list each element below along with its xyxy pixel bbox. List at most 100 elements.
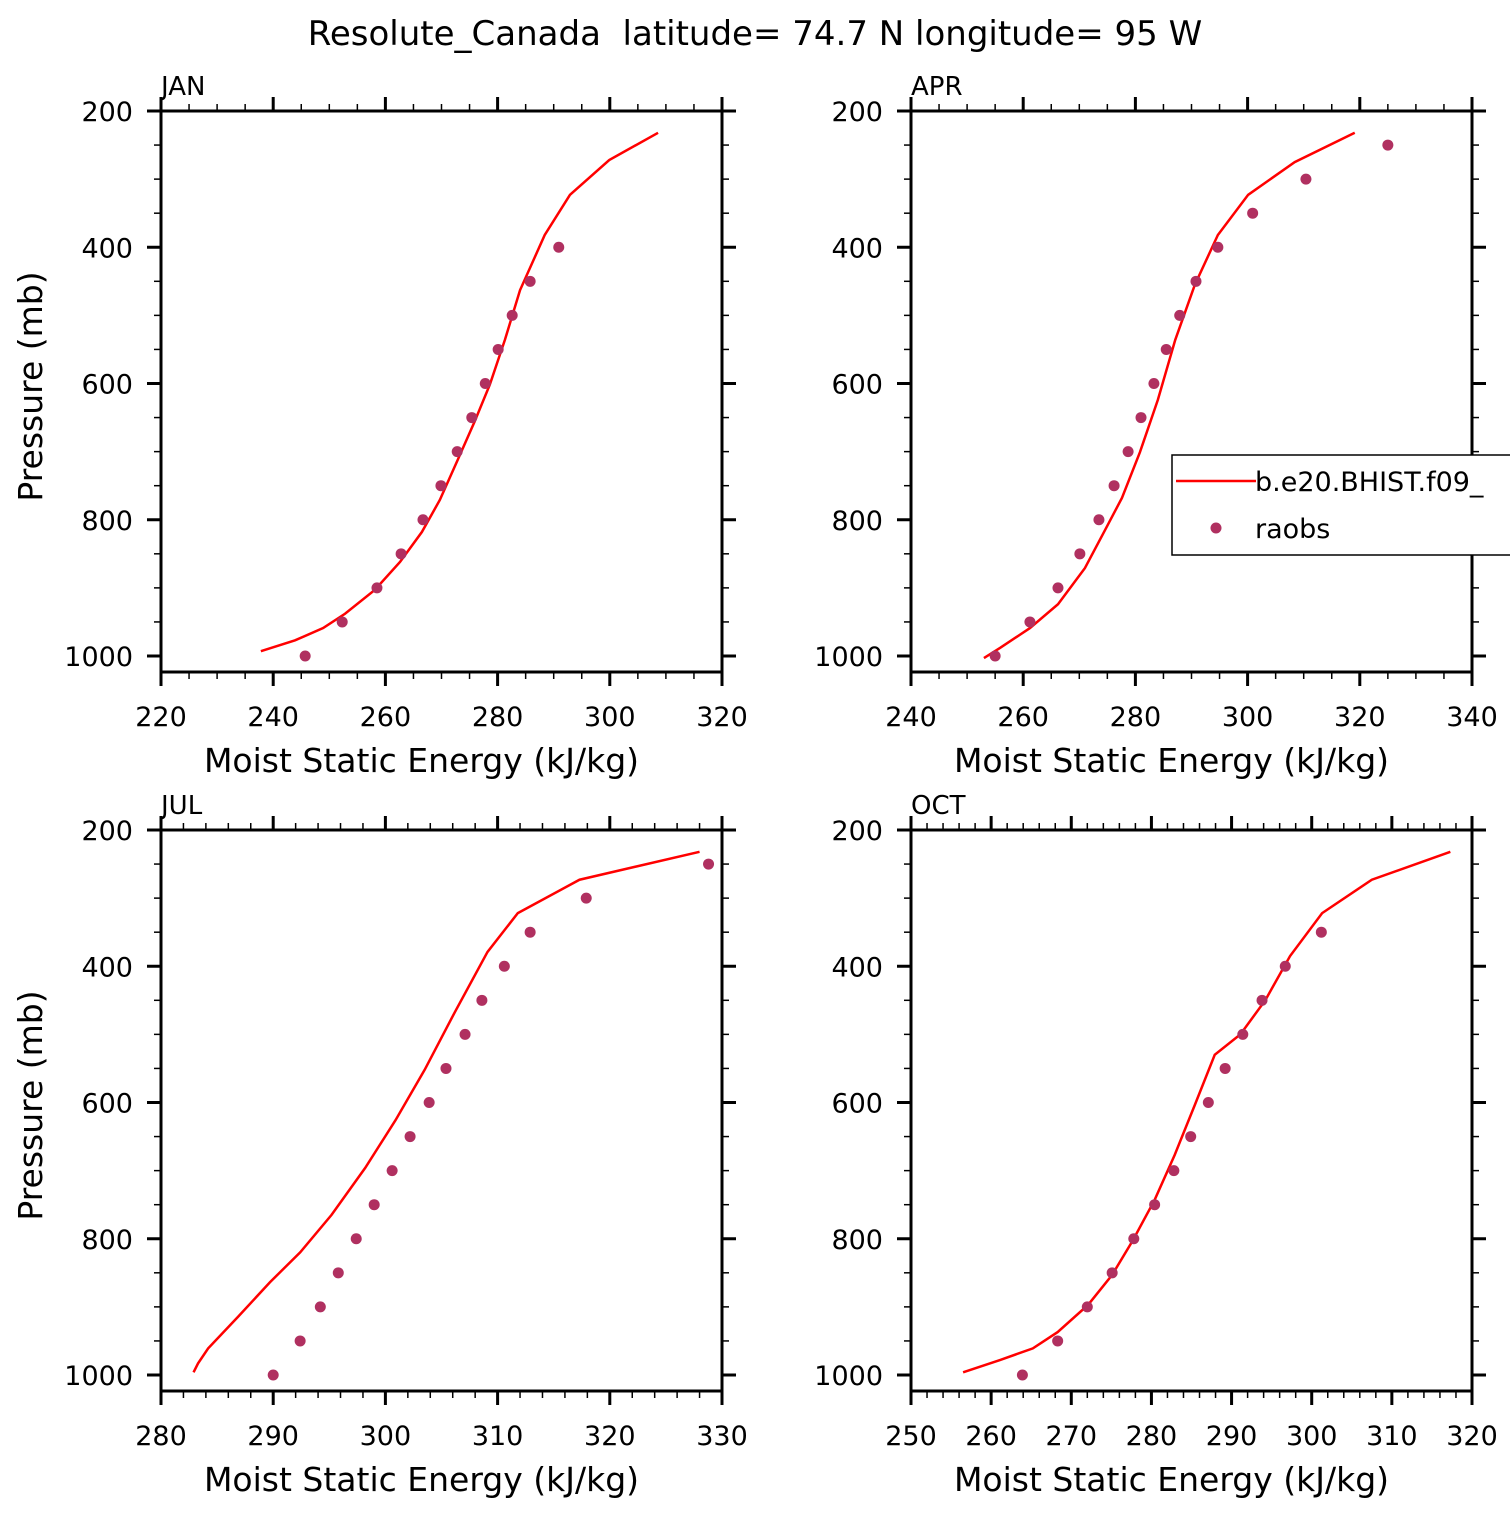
panel-title: APR [911,72,963,102]
raobs-point [1128,1233,1140,1245]
raobs-point [294,1335,306,1347]
legend-label-model: b.e20.BHIST.f09_ [1255,467,1484,498]
raobs-point [498,960,510,972]
raobs-point [524,926,536,938]
raobs-point [553,241,565,253]
x-tick-label: 320 [584,1421,636,1452]
raobs-point [1135,412,1147,424]
x-tick-label: 260 [360,702,412,733]
raobs-point [479,378,491,389]
raobs-point [1106,1267,1118,1279]
model-line [260,131,659,653]
x-tick-label: 260 [965,1421,1017,1452]
panel-oct: 250 260 270 280 290 300 310 320 200 400 600 800 1000… [814,791,1497,1499]
raobs-point [314,1301,326,1313]
raobs-point [1174,309,1186,321]
y-tick-label: 400 [831,952,883,983]
x-tick-label: 340 [1446,702,1498,733]
raobs-point [1024,616,1036,628]
plot-frame [159,109,724,674]
y-tick-label: 400 [831,233,883,264]
x-tick-label: 270 [1046,1421,1098,1452]
x-tick-label: 300 [584,702,636,733]
panel-title: JUL [159,791,203,821]
raobs-point [332,1267,344,1279]
legend-box [1171,454,1510,556]
raobs-point [466,412,478,424]
y-tick-label: 200 [81,816,133,847]
raobs-point [1081,1301,1093,1313]
raobs-point [1190,275,1202,287]
raobs-point [1185,1131,1197,1143]
x-tick-label: 240 [885,702,937,733]
raobs-point [350,1233,362,1245]
raobs-point [299,650,311,662]
figure-title: Resolute_Canada latitude= 74.7 N longitu… [308,14,1202,54]
raobs-point [404,1131,416,1143]
raobs-point [1382,139,1394,151]
raobs-point [1168,1165,1180,1177]
raobs-point [371,582,383,594]
x-tick-label: 300 [360,1421,412,1452]
raobs-point [524,275,536,287]
raobs-point [506,309,518,321]
raobs-point [1122,446,1134,458]
x-tick-label: 290 [1206,1421,1258,1452]
y-tick-label: 200 [81,97,133,128]
x-axis-label: Moist Static Energy (kJ/kg) [204,741,639,780]
x-axis-label: Moist Static Energy (kJ/kg) [954,1460,1389,1499]
x-tick-label: 310 [1366,1421,1418,1452]
raobs-point [1108,480,1120,492]
y-tick-label: 800 [831,506,883,537]
raobs-point [1219,1062,1231,1074]
y-tick-label: 1000 [814,1361,883,1392]
legend-label-raobs: raobs [1255,514,1330,545]
y-axis-label: Pressure (mb) [11,271,50,501]
y-tick-label: 800 [81,1225,133,1256]
y-axis-label: Pressure (mb) [11,990,50,1220]
panel-jan: 220 240 260 280 300 320 200 400 600 800 1000 JAN Moi… [11,72,748,780]
x-tick-label: 280 [1126,1421,1178,1452]
raobs-point [386,1165,398,1177]
raobs-point [417,514,429,526]
y-tick-label: 800 [831,1225,883,1256]
x-tick-label: 330 [696,1421,748,1452]
raobs-point [580,892,592,904]
x-tick-label: 320 [1446,1421,1498,1452]
raobs-point [1212,241,1224,253]
panel-jul: 280 290 300 310 320 330 200 400 600 800 1000 JUL Moi… [11,791,748,1499]
raobs-point [423,1097,435,1108]
raobs-point [1160,343,1172,355]
raobs-point [1202,1097,1214,1108]
panel-title: JAN [159,72,205,102]
raobs-point [1016,1369,1028,1381]
x-tick-label: 310 [472,1421,524,1452]
raobs-point [1247,207,1259,219]
raobs-point [703,858,715,870]
x-tick-label: 250 [885,1421,937,1452]
y-tick-label: 600 [831,370,883,401]
raobs-point [1256,994,1268,1006]
raobs-point [368,1199,380,1211]
y-tick-label: 400 [81,233,133,264]
y-tick-label: 600 [831,1089,883,1120]
x-tick-label: 320 [696,702,748,733]
y-tick-label: 200 [831,97,883,128]
raobs-point [395,548,407,560]
raobs-point [989,650,1001,662]
y-tick-label: 800 [81,506,133,537]
raobs-point [1052,1335,1064,1347]
y-tick-label: 600 [81,1089,133,1120]
raobs-point [1052,582,1064,594]
raobs-point [435,480,447,492]
raobs-point [1300,173,1312,185]
raobs-point [459,1028,471,1040]
raobs-point [451,446,463,458]
raobs-point [1074,548,1086,560]
raobs-point [1149,1199,1161,1211]
model-line [962,850,1451,1374]
x-tick-label: 300 [1286,1421,1338,1452]
raobs-point [1093,514,1105,526]
legend: b.e20.BHIST.f09_ raobs [1171,454,1510,556]
x-tick-label: 280 [135,1421,187,1452]
